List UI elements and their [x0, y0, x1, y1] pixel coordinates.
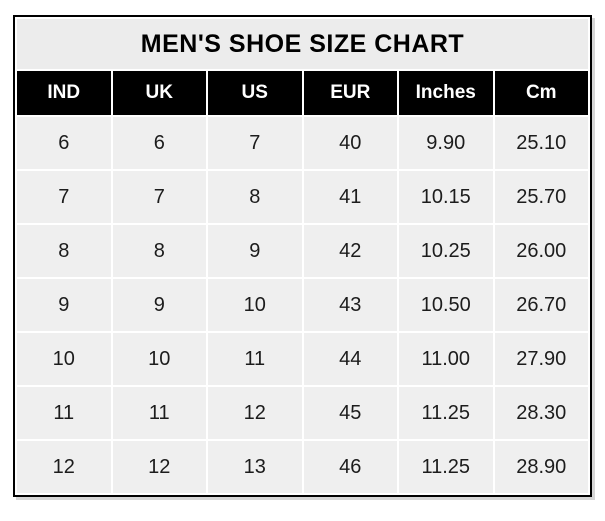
table-cell: 25.10 — [494, 117, 588, 169]
table-cell: 46 — [303, 441, 397, 493]
column-header-cm: Cm — [494, 71, 588, 115]
table-row: 8 8 9 42 10.25 26.00 — [17, 225, 588, 277]
table-cell: 9.90 — [399, 117, 493, 169]
table-cell: 43 — [303, 279, 397, 331]
table-cell: 40 — [303, 117, 397, 169]
table-cell: 11.00 — [399, 333, 493, 385]
table-cell: 12 — [112, 441, 206, 493]
column-header-inches: Inches — [399, 71, 493, 115]
table-cell: 11.25 — [399, 387, 493, 439]
table-cell: 8 — [17, 225, 111, 277]
table-cell: 12 — [208, 387, 302, 439]
table-cell: 9 — [112, 279, 206, 331]
table-cell: 8 — [208, 171, 302, 223]
table-cell: 12 — [17, 441, 111, 493]
table-row: 9 9 10 43 10.50 26.70 — [17, 279, 588, 331]
table-cell: 9 — [17, 279, 111, 331]
table-cell: 11 — [17, 387, 111, 439]
chart-title: MEN'S SHOE SIZE CHART — [17, 19, 588, 69]
shoe-size-chart: MEN'S SHOE SIZE CHART IND UK US EUR Inches Cm… — [13, 15, 592, 497]
table-cell: 25.70 — [494, 171, 588, 223]
column-header-us: US — [208, 71, 302, 115]
table-body: 6 6 7 40 9.90 25.10 7 7 8 41 10.15 25.70 8 8 9 42 10.25 2… — [17, 117, 588, 493]
table-cell: 10.15 — [399, 171, 493, 223]
table-cell: 11 — [112, 387, 206, 439]
table-cell: 11.25 — [399, 441, 493, 493]
table-cell: 9 — [208, 225, 302, 277]
table-cell: 7 — [208, 117, 302, 169]
table-cell: 44 — [303, 333, 397, 385]
column-header-eur: EUR — [303, 71, 397, 115]
table-head: MEN'S SHOE SIZE CHART IND UK US EUR Inches Cm — [17, 19, 588, 115]
table-cell: 8 — [112, 225, 206, 277]
table-cell: 6 — [17, 117, 111, 169]
table-row: 6 6 7 40 9.90 25.10 — [17, 117, 588, 169]
table-row: 7 7 8 41 10.15 25.70 — [17, 171, 588, 223]
table-row: 11 11 12 45 11.25 28.30 — [17, 387, 588, 439]
table-cell: 10.25 — [399, 225, 493, 277]
table-cell: 26.70 — [494, 279, 588, 331]
title-row: MEN'S SHOE SIZE CHART — [17, 19, 588, 69]
table-cell: 10.50 — [399, 279, 493, 331]
table-cell: 42 — [303, 225, 397, 277]
table-cell: 13 — [208, 441, 302, 493]
table-cell: 7 — [17, 171, 111, 223]
table-cell: 28.30 — [494, 387, 588, 439]
table-cell: 26.00 — [494, 225, 588, 277]
table-cell: 27.90 — [494, 333, 588, 385]
table-cell: 41 — [303, 171, 397, 223]
size-chart-table: MEN'S SHOE SIZE CHART IND UK US EUR Inches Cm… — [15, 17, 590, 495]
table-cell: 10 — [17, 333, 111, 385]
table-cell: 10 — [112, 333, 206, 385]
table-cell: 45 — [303, 387, 397, 439]
table-cell: 28.90 — [494, 441, 588, 493]
table-row: 12 12 13 46 11.25 28.90 — [17, 441, 588, 493]
header-row: IND UK US EUR Inches Cm — [17, 71, 588, 115]
column-header-uk: UK — [112, 71, 206, 115]
table-cell: 7 — [112, 171, 206, 223]
table-row: 10 10 11 44 11.00 27.90 — [17, 333, 588, 385]
column-header-ind: IND — [17, 71, 111, 115]
table-cell: 10 — [208, 279, 302, 331]
table-cell: 6 — [112, 117, 206, 169]
table-cell: 11 — [208, 333, 302, 385]
